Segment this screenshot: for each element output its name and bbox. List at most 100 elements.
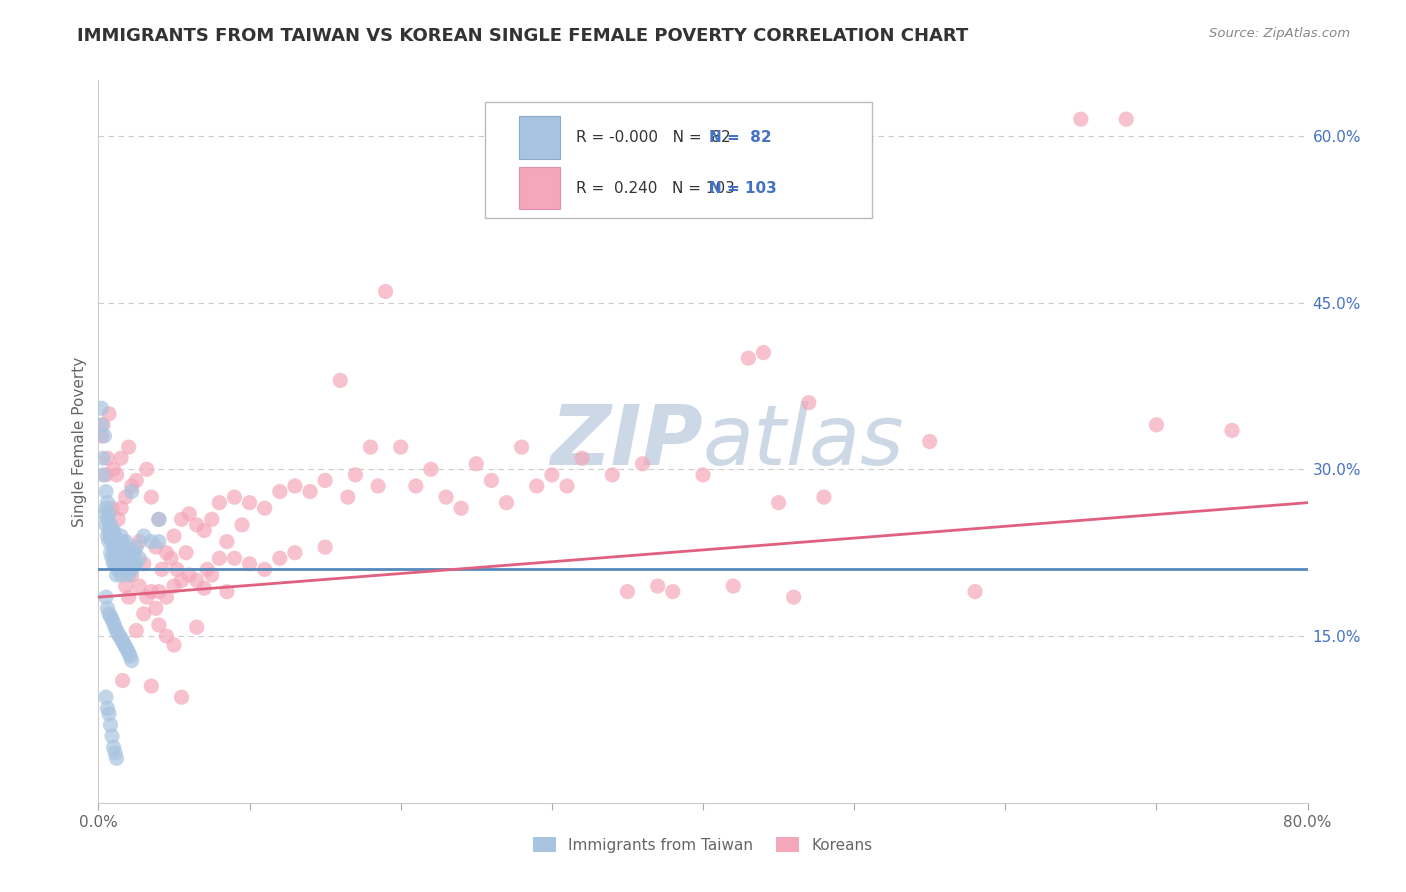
Point <box>115 546 138 560</box>
Point <box>239 557 262 571</box>
Text: N =  82: N = 82 <box>709 130 772 145</box>
Point <box>118 440 141 454</box>
Point <box>813 490 835 504</box>
Point <box>103 462 125 476</box>
Point <box>141 584 163 599</box>
Point <box>186 620 208 634</box>
Point <box>110 546 132 560</box>
Point <box>215 584 238 599</box>
Point <box>98 706 121 721</box>
Point <box>135 590 157 604</box>
Point <box>163 529 186 543</box>
Point <box>723 579 745 593</box>
Point <box>132 529 155 543</box>
Point <box>201 512 224 526</box>
Y-axis label: Single Female Poverty: Single Female Poverty <box>72 357 87 526</box>
Point <box>94 690 117 705</box>
Point <box>105 557 128 571</box>
Point <box>170 690 193 705</box>
Point <box>526 479 548 493</box>
Point <box>114 551 136 566</box>
Point <box>284 546 307 560</box>
Point <box>91 467 114 482</box>
Point <box>107 551 129 566</box>
Point <box>115 557 138 571</box>
Point <box>101 534 124 549</box>
FancyBboxPatch shape <box>519 116 561 159</box>
FancyBboxPatch shape <box>519 167 561 210</box>
Point <box>121 562 143 576</box>
Point <box>104 746 127 760</box>
Point <box>114 562 136 576</box>
Point <box>1070 112 1092 127</box>
Point <box>155 629 177 643</box>
Point <box>118 568 141 582</box>
Point <box>148 512 170 526</box>
Point <box>231 517 253 532</box>
Point <box>405 479 427 493</box>
Point <box>631 457 654 471</box>
Point <box>110 632 132 646</box>
Point <box>93 507 115 521</box>
Point <box>239 496 262 510</box>
Point <box>124 546 146 560</box>
Point <box>96 496 118 510</box>
Point <box>186 574 208 588</box>
Point <box>98 607 121 621</box>
Point <box>299 484 322 499</box>
Point <box>101 551 124 566</box>
Point <box>115 642 138 657</box>
Point <box>112 551 135 566</box>
Point <box>174 546 197 560</box>
Point <box>105 467 128 482</box>
Point <box>148 534 170 549</box>
Point <box>96 451 118 466</box>
Point <box>132 557 155 571</box>
Point <box>797 395 820 409</box>
Point <box>96 512 118 526</box>
Point <box>783 590 806 604</box>
Point <box>107 512 129 526</box>
Point <box>110 568 132 582</box>
Point <box>94 590 117 604</box>
Point <box>93 429 115 443</box>
Point <box>98 507 121 521</box>
Point <box>193 524 215 538</box>
Point <box>128 534 150 549</box>
Point <box>208 551 231 566</box>
Point <box>661 584 683 599</box>
Point <box>98 534 121 549</box>
Point <box>111 562 134 576</box>
Point <box>121 479 143 493</box>
Text: R =  0.240   N = 103: R = 0.240 N = 103 <box>576 180 735 195</box>
Point <box>96 529 118 543</box>
Point <box>128 551 150 566</box>
Point <box>163 579 186 593</box>
Point <box>107 540 129 554</box>
Point <box>284 479 307 493</box>
Point <box>105 624 128 638</box>
Point <box>114 534 136 549</box>
Point <box>344 467 367 482</box>
Point <box>104 540 127 554</box>
Point <box>111 551 134 566</box>
Point <box>103 546 125 560</box>
Point <box>101 501 124 516</box>
Point <box>208 496 231 510</box>
Point <box>94 501 117 516</box>
Text: IMMIGRANTS FROM TAIWAN VS KOREAN SINGLE FEMALE POVERTY CORRELATION CHART: IMMIGRANTS FROM TAIWAN VS KOREAN SINGLE … <box>77 27 969 45</box>
Point <box>201 568 224 582</box>
Point <box>121 551 143 566</box>
Point <box>104 529 127 543</box>
Point <box>124 557 146 571</box>
Point <box>91 417 114 432</box>
Point <box>193 581 215 595</box>
Point <box>155 546 177 560</box>
Point <box>374 285 396 299</box>
Point <box>510 440 533 454</box>
Point <box>141 490 163 504</box>
Point <box>602 467 624 482</box>
Point <box>103 615 125 630</box>
Point <box>125 557 148 571</box>
Point <box>389 440 412 454</box>
